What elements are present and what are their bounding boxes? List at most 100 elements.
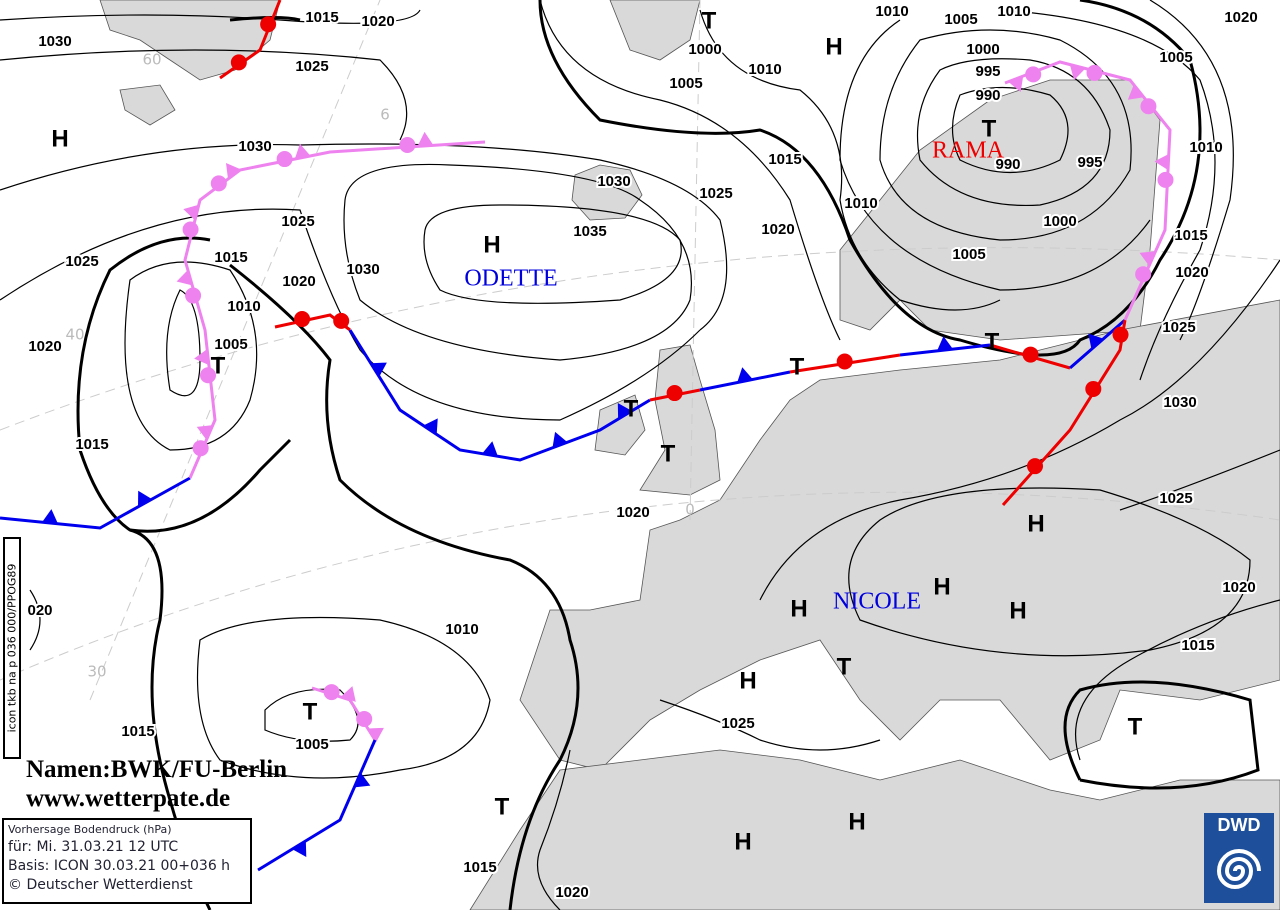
isobar-label: 1025 — [65, 253, 98, 270]
isobar-label: 1020 — [616, 504, 649, 521]
low-pressure-center: T — [985, 328, 1000, 355]
isobar-label: 1030 — [346, 261, 379, 278]
cold-front-symbol — [370, 362, 387, 377]
cold-front-symbol — [176, 270, 193, 286]
info-box: Vorhersage Bodendruck (hPa) für: Mi. 31.… — [2, 818, 252, 904]
system-name: ODETTE — [464, 266, 557, 292]
warm-front-symbol — [210, 175, 227, 192]
warm-front-symbol — [1086, 64, 1103, 81]
isobar-label: 1015 — [463, 859, 496, 876]
warm-front-symbol — [1085, 380, 1102, 397]
low-pressure-center: T — [702, 7, 717, 34]
isobar-label: 1010 — [844, 195, 877, 212]
warm-front-symbol — [1027, 458, 1044, 475]
low-pressure-center: T — [303, 698, 318, 725]
iceland — [571, 164, 643, 221]
warm-front-symbol — [1157, 171, 1174, 188]
isobar-label: 1015 — [768, 151, 801, 168]
warm-front-symbol — [294, 311, 311, 328]
warm-front-symbol — [230, 54, 247, 71]
isobar-label: 1015 — [75, 436, 108, 453]
warm-front-symbol — [323, 684, 340, 701]
cold-front-symbol — [183, 204, 199, 221]
cold-front-symbol — [294, 143, 311, 160]
cold-front-symbol — [194, 349, 209, 366]
cold-front-symbol — [226, 163, 241, 179]
system-name: RAMA — [932, 138, 1005, 164]
high-pressure-center: H — [51, 125, 68, 152]
dwd-logo: DWD — [1204, 813, 1274, 903]
warm-front-symbol — [192, 440, 209, 457]
warm-front-symbol — [1112, 326, 1129, 343]
grid-label: 60 — [142, 51, 161, 69]
warm-front-symbol — [356, 710, 373, 727]
high-pressure-center: H — [848, 808, 865, 835]
cold-front-symbol — [423, 418, 438, 435]
isobar-label: 1020 — [282, 273, 315, 290]
isobar-label: 1015 — [305, 9, 338, 26]
high-pressure-center: H — [825, 33, 842, 60]
isobar-label: 1025 — [699, 185, 732, 202]
grid-label: 40 — [65, 326, 84, 344]
credits: Namen:BWK/FU-Berlin www.wetterpate.de — [26, 755, 287, 813]
isobar-label: 1020 — [28, 338, 61, 355]
warm-front-symbol — [1022, 346, 1039, 363]
isobar-label: 1005 — [944, 11, 977, 28]
credits-website[interactable]: www.wetterpate.de — [26, 785, 231, 812]
cold-front-symbol — [367, 727, 384, 743]
high-pressure-center: H — [1027, 510, 1044, 537]
isobar-label: 1015 — [1181, 637, 1214, 654]
isobar-label: 1020 — [1175, 264, 1208, 281]
warm-front-symbol — [1140, 98, 1157, 115]
cold-front-symbol — [1069, 64, 1086, 81]
thick-isobars — [76, 0, 1260, 910]
grid-label: 6 — [380, 106, 390, 124]
isobar-labels: 1030 1015 1020 1025 1030 1025 1025 1015 1020 1010… — [25, 1, 1259, 903]
low-pressure-center: T — [624, 395, 639, 422]
warm-front-symbol — [260, 16, 277, 33]
isobar-label: 990 — [975, 87, 1000, 104]
product-code-box: icon tkb na p 036 000/PPOG89 — [3, 537, 21, 759]
isobar-label: 1015 — [121, 723, 154, 740]
cold-front-symbol — [1127, 84, 1144, 100]
grid-lines — [0, 0, 1280, 701]
high-pressure-center: H — [739, 667, 756, 694]
cold-front-symbol — [292, 840, 307, 857]
grid-label: 0 — [685, 501, 695, 519]
cold-front — [257, 739, 377, 872]
cold-front-symbol — [42, 509, 58, 524]
isobar-label: 020 — [27, 602, 52, 619]
isobar-label: 1020 — [555, 884, 588, 901]
info-model-basis: Basis: ICON 30.03.21 00+036 h — [8, 858, 231, 874]
isobar-label: 1015 — [214, 249, 247, 266]
isobar-label: 1035 — [573, 223, 606, 240]
system-name: NICOLE — [833, 589, 921, 615]
isobar-label: 1025 — [281, 213, 314, 230]
low-pressure-center: T — [1128, 713, 1143, 740]
cold-front-symbol — [340, 686, 356, 702]
low-pressure-center: T — [837, 653, 852, 680]
greenland-islands — [119, 84, 176, 126]
isobar-label: 1025 — [721, 715, 754, 732]
isobar-label: 1030 — [238, 138, 271, 155]
isobar-label: 1025 — [295, 58, 328, 75]
cold-front-symbol — [138, 490, 152, 507]
system-names: ODETTE RAMA NICOLE — [464, 138, 1004, 615]
low-pressure-center: T — [211, 352, 226, 379]
cold-front-symbol — [417, 131, 434, 147]
high-pressure-center: H — [734, 828, 751, 855]
isobar-label: 1000 — [1043, 213, 1076, 230]
dwd-swirl-icon — [1216, 849, 1261, 889]
isobar-label: 1020 — [361, 13, 394, 30]
isobar-label: 1005 — [214, 336, 247, 353]
low-pressure-center: T — [661, 440, 676, 467]
isobar-label: 1030 — [597, 173, 630, 190]
high-pressure-center: H — [933, 573, 950, 600]
greenland — [99, 0, 281, 81]
isobar-label: 1005 — [295, 736, 328, 753]
cold-front-symbol — [354, 772, 371, 788]
info-valid-time: für: Mi. 31.03.21 12 UTC — [8, 839, 179, 855]
